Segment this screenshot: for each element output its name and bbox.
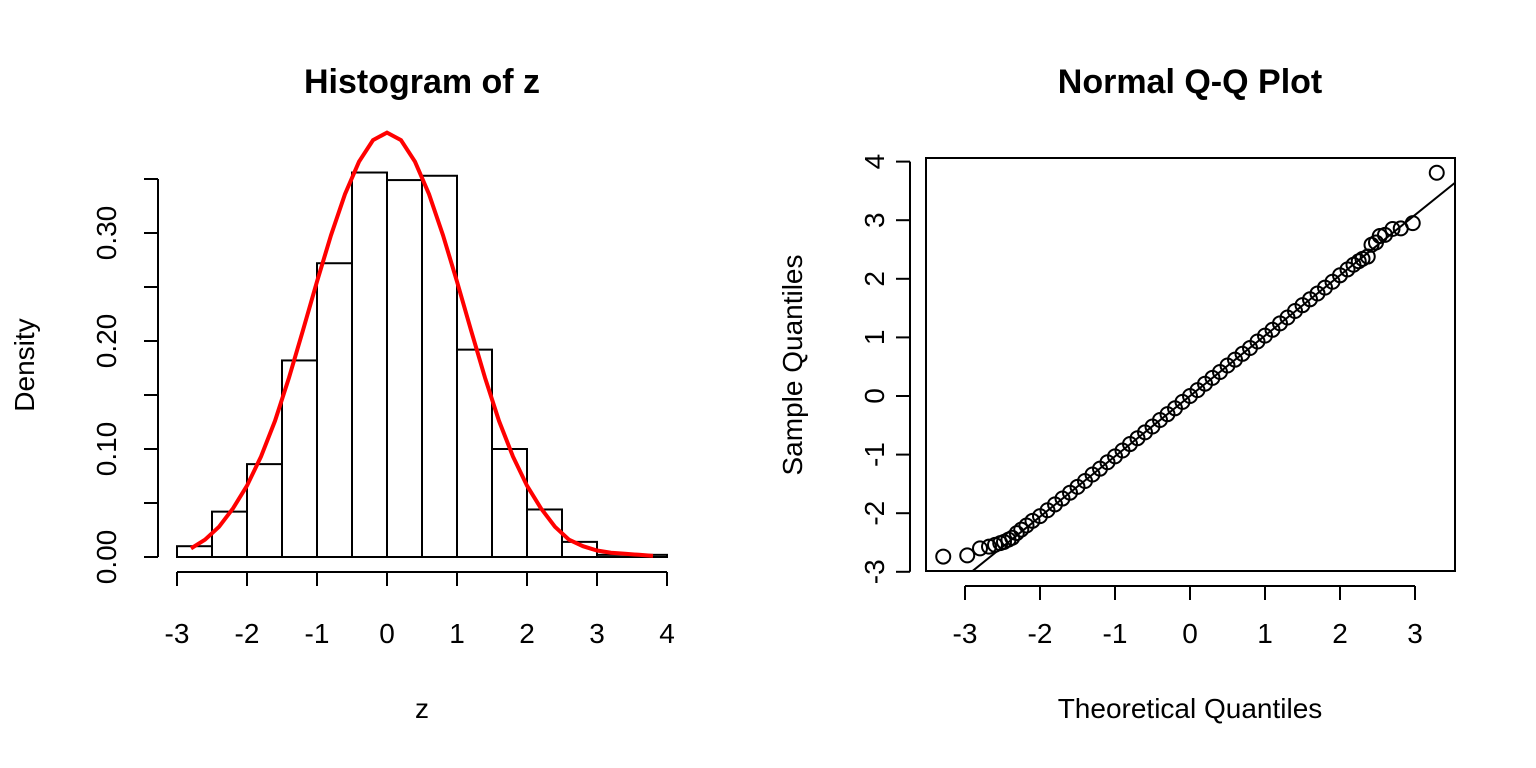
histogram-bar xyxy=(526,508,563,559)
qq-point xyxy=(1004,529,1021,546)
qq-point xyxy=(959,547,976,564)
histogram-y-label: Density xyxy=(9,318,40,411)
histogram-x-tick-label: -3 xyxy=(165,618,190,649)
qq-point xyxy=(1350,253,1367,270)
qq-x-tick-label: -3 xyxy=(953,618,978,649)
qq-x-label: Theoretical Quantiles xyxy=(1058,693,1323,724)
histogram-panel: Histogram of z z Density -3 -2 -1 0 1 2 3 4 0.0… xyxy=(9,63,675,724)
qq-points xyxy=(935,164,1445,565)
qq-y-tick-label: 4 xyxy=(859,154,890,170)
qq-point xyxy=(1404,215,1421,232)
density-curve xyxy=(189,130,654,558)
qq-plot-frame xyxy=(925,157,1456,572)
qq-x-tick-label: 0 xyxy=(1182,618,1198,649)
histogram-bar xyxy=(316,262,353,558)
histogram-x-label: z xyxy=(415,693,429,724)
qq-x-tick-label: 1 xyxy=(1257,618,1273,649)
histogram-x-tick-label: 0 xyxy=(379,618,395,649)
histogram-y-tick-label: 0.20 xyxy=(91,314,122,369)
qq-y-tick-label: 0 xyxy=(859,388,890,404)
histogram-y-tick-label: 0.10 xyxy=(91,422,122,477)
histogram-x-tick-label: 2 xyxy=(519,618,535,649)
histogram-title: Histogram of z xyxy=(304,63,540,101)
histogram-bar xyxy=(281,359,318,558)
histogram-x-tick-label: 1 xyxy=(449,618,465,649)
histogram-bar xyxy=(421,174,458,558)
histogram-x-tick-label: -2 xyxy=(235,618,260,649)
qq-plot-title: Normal Q-Q Plot xyxy=(1058,63,1322,101)
qq-y-label: Sample Quantiles xyxy=(777,254,808,475)
qq-y-tick-label: 1 xyxy=(859,330,890,346)
histogram-bars xyxy=(176,171,668,559)
qq-plot-panel: Normal Q-Q Plot Theoretical Quantiles Sa… xyxy=(777,63,1456,724)
histogram-x-tick-label: 3 xyxy=(589,618,605,649)
histogram-x-tick-label: 4 xyxy=(659,618,675,649)
qq-plot-area xyxy=(935,164,1455,571)
histogram-x-tick-label: -1 xyxy=(305,618,330,649)
histogram-bar xyxy=(386,179,423,559)
qq-point xyxy=(935,548,952,565)
histogram-bar xyxy=(491,448,528,558)
histogram-bar xyxy=(211,510,248,559)
qq-point xyxy=(1384,220,1401,237)
qq-x-tick-label: -2 xyxy=(1028,618,1053,649)
histogram-y-tick-label: 0.00 xyxy=(91,530,122,585)
qq-y-tick-label: -3 xyxy=(859,559,890,584)
qq-x-tick-label: 2 xyxy=(1332,618,1348,649)
qq-x-tick-label: 3 xyxy=(1407,618,1423,649)
qq-x-axis: -3 -2 -1 0 1 2 3 xyxy=(953,585,1423,649)
histogram-y-axis: 0.00 0.10 0.20 0.30 xyxy=(91,178,159,585)
qq-y-axis: -3 -2 -1 0 1 2 3 4 xyxy=(859,154,911,584)
histogram-bar xyxy=(351,171,388,559)
qq-y-tick-label: 2 xyxy=(859,271,890,287)
qq-point xyxy=(1428,164,1445,181)
qq-point xyxy=(1008,525,1025,542)
histogram-y-tick-label: 0.30 xyxy=(91,206,122,261)
histogram-x-axis: -3 -2 -1 0 1 2 3 4 xyxy=(165,571,675,649)
qq-y-tick-label: -1 xyxy=(859,442,890,467)
qq-point xyxy=(1013,521,1030,538)
qq-y-tick-label: 3 xyxy=(859,212,890,228)
qq-point xyxy=(972,540,988,557)
qq-y-tick-label: -2 xyxy=(859,501,890,526)
qq-x-tick-label: -1 xyxy=(1103,618,1128,649)
